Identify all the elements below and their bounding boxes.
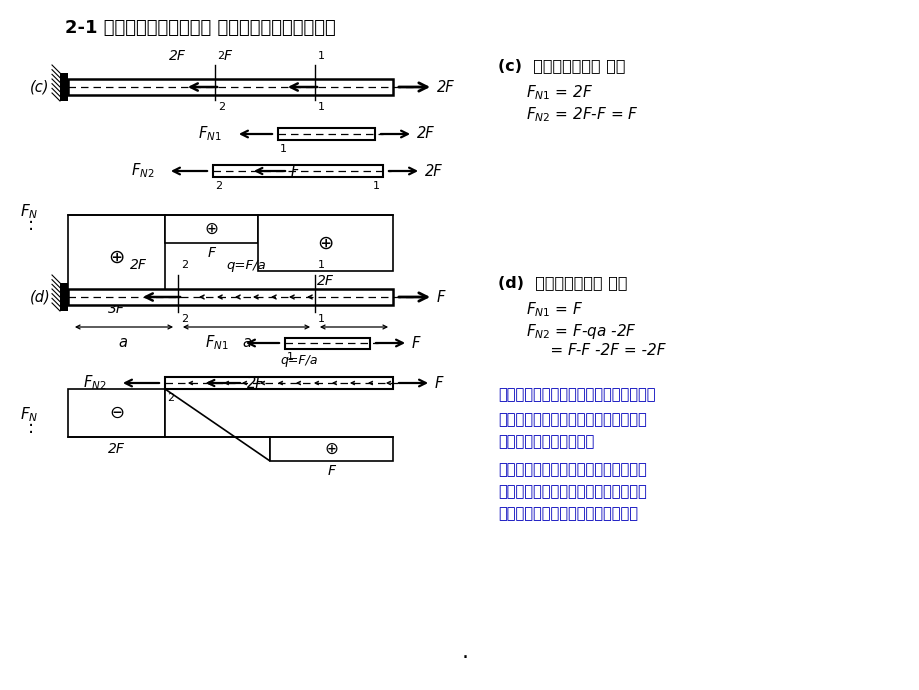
Text: 可由受力与轴力图的特点，检查内力图：: 可由受力与轴力图的特点，检查内力图：: [497, 387, 655, 402]
Text: 2-1 画以下各杆的轴力图， 并求指定截面上的内力。: 2-1 画以下各杆的轴力图， 并求指定截面上的内力。: [65, 19, 335, 37]
Text: 2: 2: [218, 102, 225, 112]
Text: F: F: [437, 290, 445, 304]
Bar: [285, 337, 369, 348]
Text: 2: 2: [217, 51, 224, 61]
Bar: [68, 215, 165, 299]
Bar: [165, 215, 257, 243]
Text: (d): (d): [30, 290, 51, 304]
Bar: [68, 389, 165, 437]
Text: $F_{N1}$: $F_{N1}$: [198, 125, 221, 144]
Text: ⊖: ⊖: [108, 404, 124, 422]
Polygon shape: [165, 389, 269, 461]
Text: ⊕: ⊕: [317, 233, 334, 253]
Text: 1: 1: [318, 260, 324, 270]
Bar: [60, 283, 68, 311]
Text: 2F: 2F: [130, 258, 146, 272]
Text: .: .: [461, 642, 468, 662]
Text: 3F: 3F: [108, 302, 125, 316]
Text: ⊕: ⊕: [204, 220, 218, 238]
Text: 2: 2: [181, 260, 187, 270]
Text: F: F: [435, 375, 443, 391]
Text: 2F: 2F: [416, 126, 434, 141]
Text: 在分布载荷作用处轴力图斜率的値等于
该处分布载荷的分布集度大小，则分布
载荷的起点和终点处为轴力图折点。: 在分布载荷作用处轴力图斜率的値等于 该处分布载荷的分布集度大小，则分布 载荷的起…: [497, 462, 646, 522]
Bar: [68, 289, 392, 305]
Text: $F_{N1}$ = F: $F_{N1}$ = F: [526, 300, 583, 319]
Text: F: F: [412, 335, 420, 351]
Bar: [269, 437, 392, 461]
Text: F: F: [327, 464, 335, 478]
Bar: [278, 128, 375, 140]
Text: 轴力图在集中载荷作用处有突变，突变
値与集中力的大小相等；: 轴力图在集中载荷作用处有突变，突变 値与集中力的大小相等；: [497, 412, 646, 449]
Text: = F-F -2F = -2F: = F-F -2F = -2F: [526, 343, 664, 358]
Text: q=F/a: q=F/a: [280, 354, 317, 367]
Text: 2F: 2F: [425, 164, 442, 179]
Text: q=F/a: q=F/a: [226, 259, 266, 272]
Text: ⊕: ⊕: [324, 440, 338, 458]
Text: 2F: 2F: [168, 49, 186, 63]
Text: 1: 1: [372, 181, 380, 191]
Text: 1: 1: [318, 102, 324, 112]
Text: :: :: [28, 216, 34, 234]
Text: (c)  如图取隔离体， 有：: (c) 如图取隔离体， 有：: [497, 58, 625, 73]
Text: a: a: [349, 335, 358, 350]
Text: F: F: [208, 246, 215, 260]
Text: 2: 2: [215, 181, 221, 191]
Text: 1: 1: [318, 51, 324, 61]
Text: 2F: 2F: [317, 274, 334, 288]
Text: (c): (c): [30, 79, 50, 95]
Text: 1: 1: [279, 144, 287, 154]
Text: 2: 2: [181, 314, 187, 324]
Text: 2: 2: [167, 393, 174, 403]
Bar: [257, 215, 392, 271]
Text: $F_{N2}$: $F_{N2}$: [130, 161, 154, 180]
Text: 2F: 2F: [108, 442, 125, 456]
Text: 2F: 2F: [246, 375, 265, 391]
Text: F: F: [290, 164, 299, 179]
Text: $F_{N1}$ = 2F: $F_{N1}$ = 2F: [526, 83, 593, 101]
Text: (d)  如图取隔离体， 有：: (d) 如图取隔离体， 有：: [497, 275, 627, 290]
Text: F: F: [223, 49, 232, 63]
Text: 2F: 2F: [437, 79, 454, 95]
Bar: [68, 79, 392, 95]
Bar: [165, 377, 392, 389]
Text: $F_{N2}$ = F-qa -2F: $F_{N2}$ = F-qa -2F: [526, 322, 636, 341]
Text: 1: 1: [318, 314, 324, 324]
Text: $F_{N2}$ = 2F-F = F: $F_{N2}$ = 2F-F = F: [526, 105, 638, 124]
Text: $F_N$: $F_N$: [20, 406, 39, 424]
Text: a: a: [119, 335, 128, 350]
Text: ⊕: ⊕: [108, 248, 125, 266]
Text: $F_{N2}$: $F_{N2}$: [83, 374, 107, 393]
Text: :: :: [28, 419, 34, 437]
Text: $F_N$: $F_N$: [20, 203, 39, 221]
Text: $F_{N1}$: $F_{N1}$: [205, 334, 228, 353]
Bar: [60, 73, 68, 101]
Text: 1: 1: [287, 352, 294, 362]
Bar: [213, 165, 382, 177]
Text: a: a: [242, 335, 251, 350]
